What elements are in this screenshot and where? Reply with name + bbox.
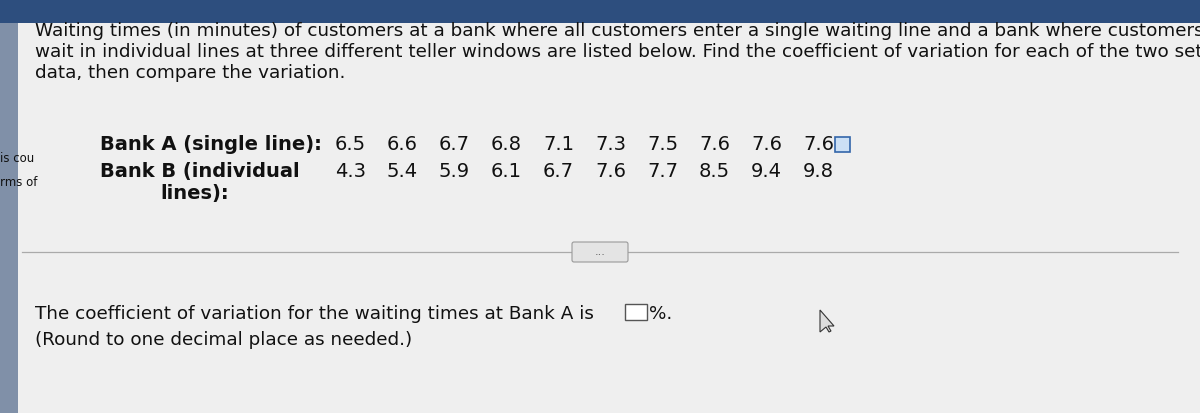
Text: ...: ... — [594, 247, 606, 257]
Text: 7.5: 7.5 — [647, 135, 678, 154]
Bar — [0, 23, 18, 413]
Polygon shape — [820, 310, 834, 332]
Text: Bank A (single line):: Bank A (single line): — [100, 135, 322, 154]
Text: 7.7: 7.7 — [647, 162, 678, 181]
Text: 6.1: 6.1 — [491, 162, 522, 181]
Text: 6.6: 6.6 — [386, 135, 418, 154]
Text: 6.7: 6.7 — [439, 135, 470, 154]
Text: lines):: lines): — [160, 184, 229, 203]
Text: %.: %. — [649, 305, 672, 323]
Text: 7.6: 7.6 — [698, 135, 730, 154]
Text: 7.6: 7.6 — [751, 135, 782, 154]
FancyBboxPatch shape — [572, 242, 628, 262]
Text: 7.6: 7.6 — [803, 135, 834, 154]
Text: rms of: rms of — [0, 176, 37, 189]
Text: data, then compare the variation.: data, then compare the variation. — [35, 64, 346, 82]
Text: Waiting times (in minutes) of customers at a bank where all customers enter a si: Waiting times (in minutes) of customers … — [35, 22, 1200, 40]
FancyBboxPatch shape — [834, 137, 850, 152]
Text: 7.6: 7.6 — [595, 162, 626, 181]
Bar — [0, 0, 1200, 23]
Text: 5.4: 5.4 — [386, 162, 418, 181]
Bar — [625, 304, 647, 320]
Text: 6.7: 6.7 — [542, 162, 574, 181]
Text: 5.9: 5.9 — [439, 162, 470, 181]
Text: 7.3: 7.3 — [595, 135, 626, 154]
Text: Bank B (individual: Bank B (individual — [100, 162, 300, 181]
Text: 8.5: 8.5 — [698, 162, 730, 181]
Text: 4.3: 4.3 — [335, 162, 366, 181]
Text: wait in individual lines at three different teller windows are listed below. Fin: wait in individual lines at three differ… — [35, 43, 1200, 61]
Text: (Round to one decimal place as needed.): (Round to one decimal place as needed.) — [35, 331, 413, 349]
Text: is cou: is cou — [0, 152, 35, 165]
Text: 9.4: 9.4 — [751, 162, 782, 181]
Text: 6.8: 6.8 — [491, 135, 522, 154]
Text: 7.1: 7.1 — [542, 135, 574, 154]
Text: The coefficient of variation for the waiting times at Bank A is: The coefficient of variation for the wai… — [35, 305, 594, 323]
Text: 6.5: 6.5 — [335, 135, 366, 154]
Text: 9.8: 9.8 — [803, 162, 834, 181]
